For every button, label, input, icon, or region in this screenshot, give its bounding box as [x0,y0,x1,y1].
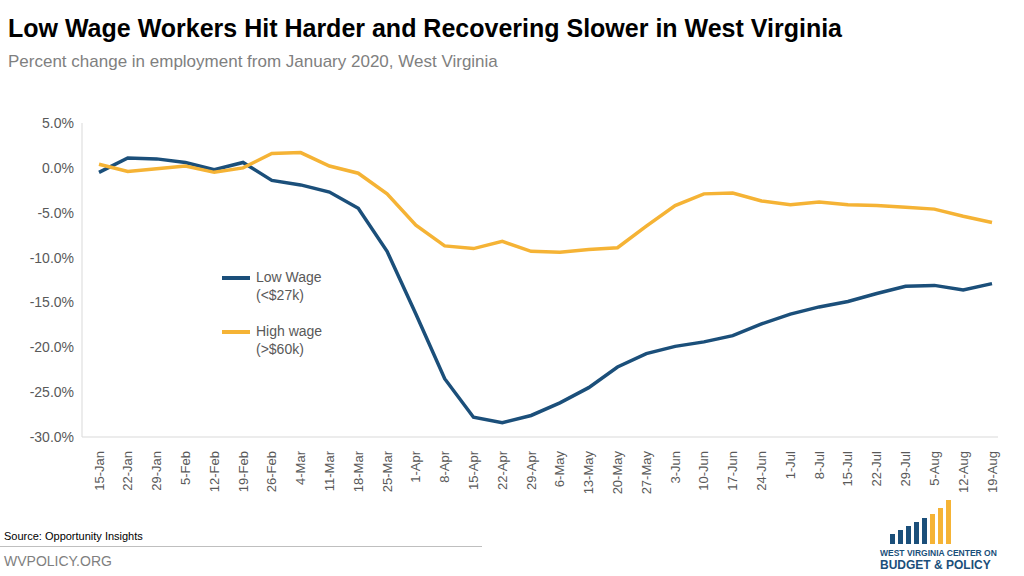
html-text:WEST VIRGINIA CENTER ON: WEST VIRGINIA CENTER ON [880,548,997,558]
svg-text:22-Jul: 22-Jul [869,451,884,487]
svg-text:-15.0%: -15.0% [30,294,74,310]
html-text:Low Wage (<$27k): Low Wage (<$27k) [256,269,322,303]
svg-text:26-Feb: 26-Feb [264,451,279,492]
svg-text:-20.0%: -20.0% [30,339,74,355]
svg-text:19-Aug: 19-Aug [985,451,1000,493]
svg-text:17-Jun: 17-Jun [725,451,740,491]
svg-text:8-Apr: 8-Apr [437,450,452,482]
svg-text:3-Jun: 3-Jun [668,451,683,484]
svg-text:5-Feb: 5-Feb [178,451,193,485]
html-text:Percent change in employment f: Percent change in employment from Januar… [8,52,498,71]
html-text:Source: Opportunity Insights: Source: Opportunity Insights [4,530,143,542]
svg-text:-30.0%: -30.0% [30,429,74,445]
html-text:High wage (>$60k): High wage (>$60k) [256,323,323,357]
svg-text:18-Mar: 18-Mar [351,450,366,492]
svg-text:24-Jun: 24-Jun [754,451,769,491]
svg-text:29-Apr: 29-Apr [524,450,539,490]
svg-text:20-May: 20-May [610,451,625,495]
svg-text:5-Aug: 5-Aug [927,451,942,486]
svg-text:19-Feb: 19-Feb [236,451,251,492]
html-text:BUDGET & POLICY: BUDGET & POLICY [880,558,991,572]
svg-text:27-May: 27-May [639,451,654,495]
svg-text:29-Jul: 29-Jul [898,451,913,487]
svg-text:11-Mar: 11-Mar [322,450,337,491]
svg-text:1-Apr: 1-Apr [408,450,423,482]
svg-text:-5.0%: -5.0% [37,205,74,221]
html-text:WVPOLICY.ORG: WVPOLICY.ORG [4,553,112,569]
html-text:Low Wage Workers Hit Harder an: Low Wage Workers Hit Harder and Recoveri… [8,14,842,42]
svg-text:8-Jul: 8-Jul [812,451,827,479]
svg-text:-10.0%: -10.0% [30,250,74,266]
svg-text:1-Jul: 1-Jul [783,451,798,479]
svg-text:22-Apr: 22-Apr [495,450,510,490]
svg-text:5.0%: 5.0% [42,115,74,131]
svg-text:15-Jan: 15-Jan [92,451,107,491]
svg-text:29-Jan: 29-Jan [149,451,164,491]
svg-text:25-Mar: 25-Mar [380,450,395,492]
svg-text:10-Jun: 10-Jun [696,451,711,491]
svg-text:4-Mar: 4-Mar [293,450,308,485]
svg-text:0.0%: 0.0% [42,160,74,176]
svg-text:15-Jul: 15-Jul [840,451,855,487]
svg-text:12-Aug: 12-Aug [956,451,971,493]
svg-text:15-Apr: 15-Apr [466,450,481,490]
svg-text:6-May: 6-May [552,451,567,488]
svg-text:12-Feb: 12-Feb [207,451,222,492]
svg-text:-25.0%: -25.0% [30,384,74,400]
svg-text:13-May: 13-May [581,451,596,495]
svg-text:22-Jan: 22-Jan [120,451,135,491]
